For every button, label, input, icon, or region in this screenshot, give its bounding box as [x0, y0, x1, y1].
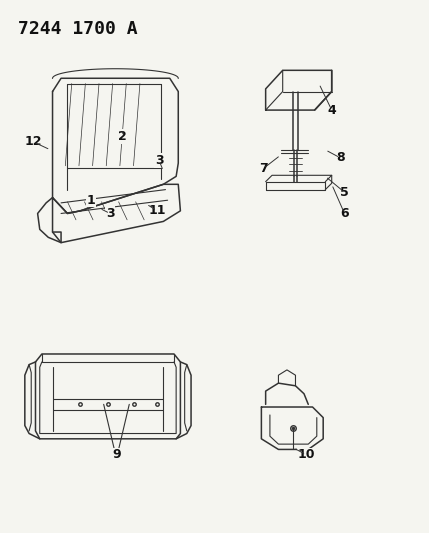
Text: 5: 5 [340, 186, 349, 199]
Text: 2: 2 [118, 130, 127, 143]
Text: 8: 8 [336, 151, 344, 164]
Text: 7: 7 [259, 162, 268, 175]
Text: 12: 12 [24, 135, 42, 148]
Text: 3: 3 [106, 207, 115, 220]
Text: 3: 3 [155, 154, 163, 167]
Text: 7244 1700 A: 7244 1700 A [18, 20, 138, 38]
Text: 4: 4 [327, 103, 336, 117]
Text: 1: 1 [87, 193, 95, 207]
Text: 6: 6 [340, 207, 349, 220]
Text: 10: 10 [297, 448, 315, 461]
Text: 9: 9 [112, 448, 121, 461]
Text: 11: 11 [148, 204, 166, 217]
